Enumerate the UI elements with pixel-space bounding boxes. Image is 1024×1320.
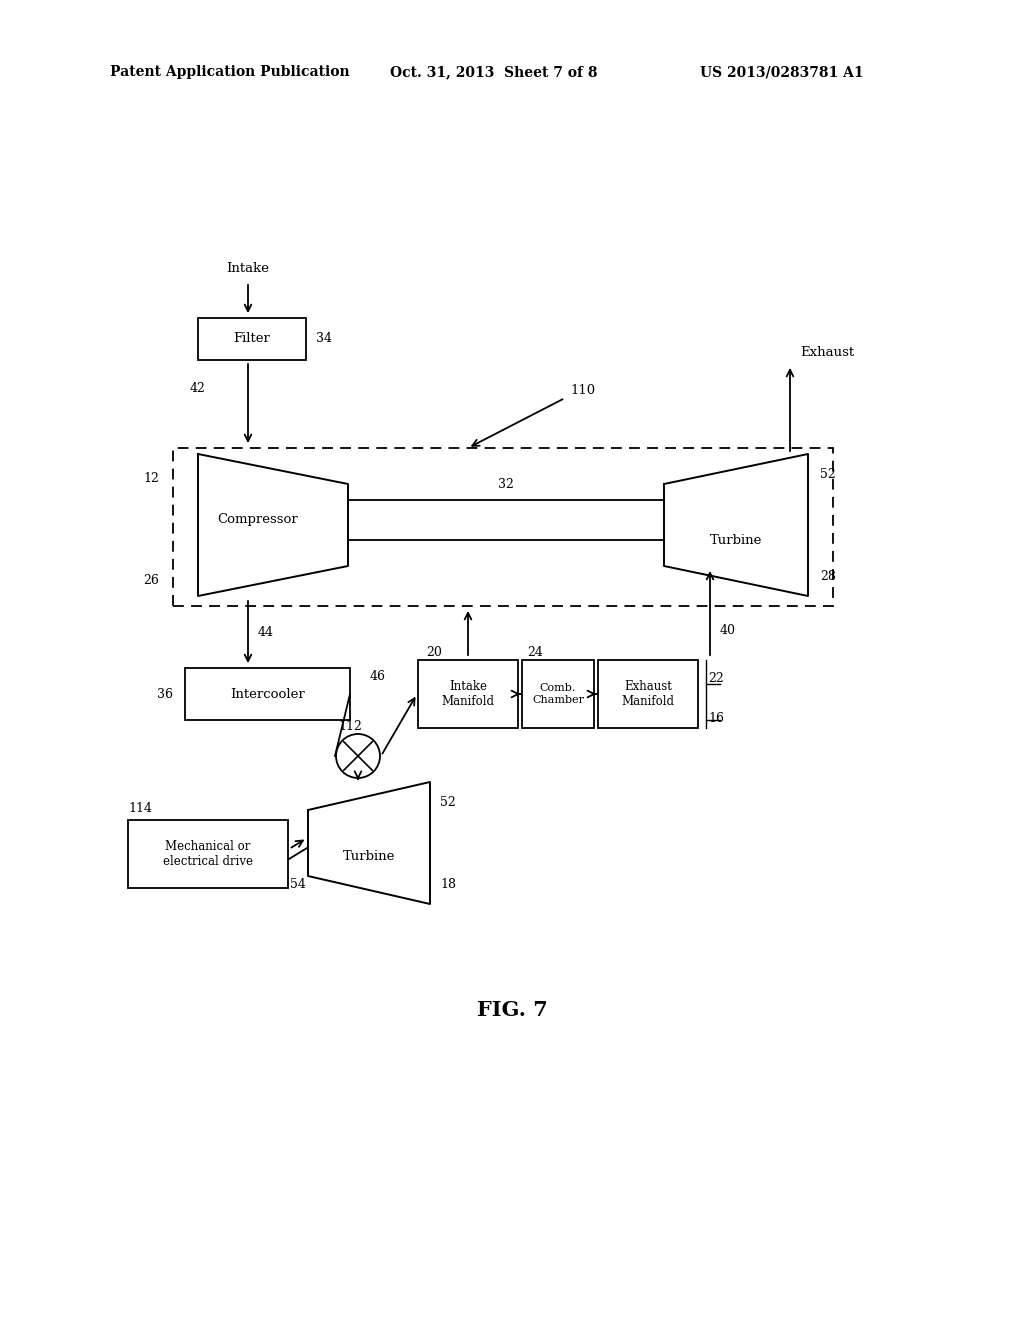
Text: 24: 24: [527, 645, 543, 659]
Bar: [198, 318, 306, 360]
Text: 114: 114: [128, 801, 152, 814]
Text: Intake: Intake: [226, 261, 269, 275]
Text: 110: 110: [570, 384, 595, 396]
Text: 36: 36: [157, 688, 173, 701]
Bar: [128, 820, 288, 888]
Text: FIG. 7: FIG. 7: [476, 1001, 548, 1020]
Text: 22: 22: [708, 672, 724, 685]
Text: Exhaust: Exhaust: [800, 346, 854, 359]
Text: 34: 34: [316, 333, 332, 346]
Text: 20: 20: [426, 645, 442, 659]
Text: Exhaust
Manifold: Exhaust Manifold: [622, 680, 675, 708]
Text: 112: 112: [338, 719, 361, 733]
Bar: [598, 660, 698, 729]
Bar: [418, 660, 518, 729]
Text: US 2013/0283781 A1: US 2013/0283781 A1: [700, 65, 863, 79]
Text: 26: 26: [143, 574, 159, 587]
Text: Turbine: Turbine: [710, 533, 762, 546]
Bar: [522, 660, 594, 729]
Text: 12: 12: [143, 471, 159, 484]
Text: Compressor: Compressor: [218, 513, 298, 527]
Text: 42: 42: [189, 381, 205, 395]
Text: 18: 18: [440, 878, 456, 891]
Text: Comb.
Chamber: Comb. Chamber: [532, 684, 584, 705]
Text: 46: 46: [370, 669, 386, 682]
Text: 40: 40: [720, 623, 736, 636]
Text: 54: 54: [290, 878, 306, 891]
Text: 44: 44: [258, 626, 274, 639]
Text: Patent Application Publication: Patent Application Publication: [110, 65, 349, 79]
Text: Mechanical or
electrical drive: Mechanical or electrical drive: [163, 840, 253, 869]
Text: 28: 28: [820, 569, 836, 582]
Text: 52: 52: [820, 467, 836, 480]
Text: 52: 52: [440, 796, 456, 808]
Text: Filter: Filter: [233, 333, 270, 346]
Text: Turbine: Turbine: [343, 850, 395, 863]
Text: Intercooler: Intercooler: [230, 688, 305, 701]
Bar: [173, 447, 833, 606]
Bar: [185, 668, 350, 719]
Text: 16: 16: [708, 711, 724, 725]
Text: Oct. 31, 2013  Sheet 7 of 8: Oct. 31, 2013 Sheet 7 of 8: [390, 65, 597, 79]
Text: Intake
Manifold: Intake Manifold: [441, 680, 495, 708]
Text: 32: 32: [498, 479, 514, 491]
